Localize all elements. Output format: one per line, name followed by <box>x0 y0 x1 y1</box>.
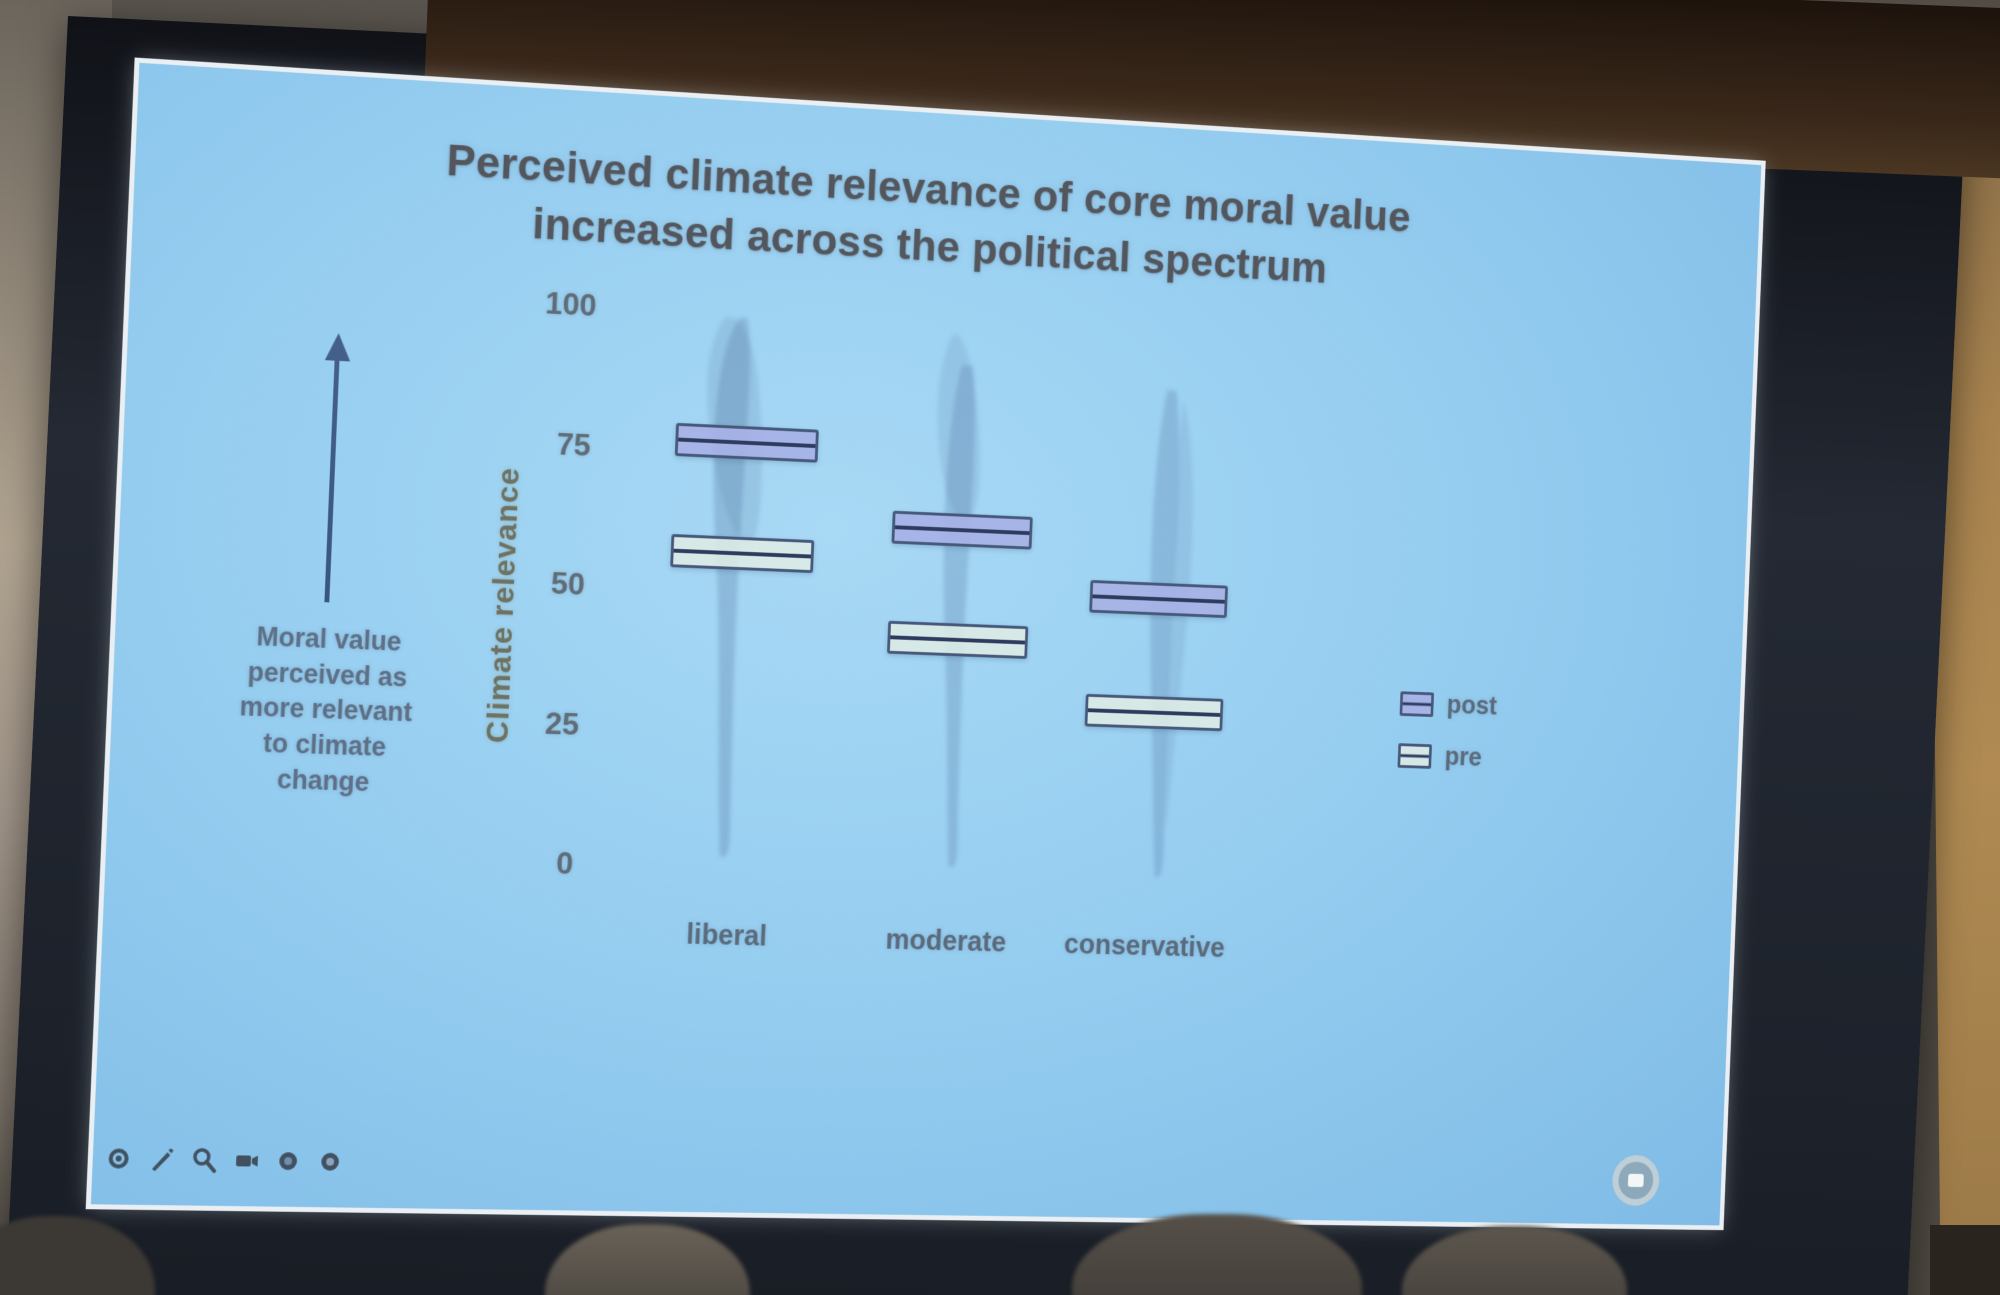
wall-corner <box>1930 1225 2000 1295</box>
moral-value-annotation: Moral value perceived as more relevant t… <box>212 618 439 802</box>
box-moderate-post <box>891 510 1033 550</box>
slide-title: Perceived climate relevance of core mora… <box>378 128 1472 304</box>
annotation-line: change <box>276 763 370 797</box>
post-swatch-icon <box>1399 690 1435 717</box>
box-moderate-pre <box>886 620 1029 659</box>
x-label-moderate: moderate <box>884 924 1007 959</box>
watermark-glyph <box>1627 1173 1644 1188</box>
arrow-shaft <box>324 356 340 603</box>
capture-icon[interactable] <box>232 1146 261 1174</box>
presenter-toolbar <box>104 1144 344 1175</box>
legend-label-post: post <box>1446 690 1498 721</box>
y-tick-100: 100 <box>544 284 598 323</box>
laser-pointer-icon[interactable] <box>104 1144 133 1172</box>
median-line <box>1092 594 1225 604</box>
median-line <box>894 525 1030 535</box>
legend-item-pre: pre <box>1397 740 1495 773</box>
box-liberal-post <box>674 422 819 463</box>
y-tick-25: 25 <box>544 704 580 741</box>
round-watermark-badge[interactable] <box>1611 1154 1661 1206</box>
magnifier-icon[interactable] <box>189 1146 218 1174</box>
legend-label-pre: pre <box>1444 741 1483 772</box>
projected-slide: Perceived climate relevance of core mora… <box>90 62 1762 1226</box>
median-line <box>890 635 1025 645</box>
legend-item-post: post <box>1399 688 1497 721</box>
y-tick-75: 75 <box>555 425 592 462</box>
median-line <box>1087 708 1221 718</box>
annotation-line: more relevant <box>238 691 413 728</box>
dot-icon-2[interactable] <box>316 1148 344 1176</box>
box-conservative-pre <box>1084 694 1224 732</box>
box-liberal-pre <box>670 534 815 574</box>
y-tick-0: 0 <box>555 844 574 881</box>
median-line <box>678 437 816 449</box>
dot-icon[interactable] <box>274 1147 303 1175</box>
pen-icon[interactable] <box>147 1145 176 1173</box>
box-conservative-post <box>1089 579 1229 618</box>
x-label-liberal: liberal <box>685 919 768 953</box>
y-tick-50: 50 <box>550 564 586 602</box>
x-label-conservative: conservative <box>1063 929 1226 964</box>
median-line <box>673 548 811 559</box>
pre-swatch-icon <box>1397 742 1433 769</box>
legend: post pre <box>1397 688 1497 772</box>
